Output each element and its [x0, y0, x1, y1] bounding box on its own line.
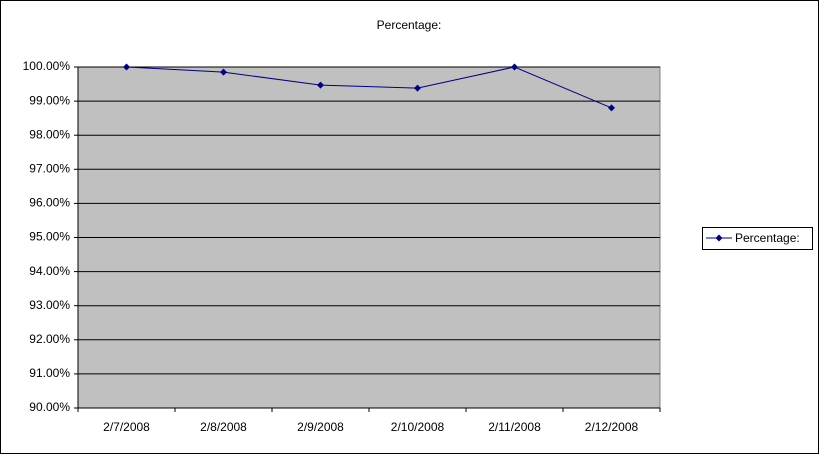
- x-tick-label: 2/10/2008: [391, 420, 445, 434]
- marker: [608, 104, 615, 112]
- marker: [414, 84, 421, 92]
- series-line: [126, 66, 612, 109]
- marker: [220, 68, 227, 76]
- y-tick-label: 100.00%: [23, 59, 71, 73]
- x-tick-label: 2/11/2008: [488, 420, 541, 434]
- marker: [317, 81, 324, 89]
- y-tick-label: 95.00%: [29, 230, 70, 244]
- x-tick-label: 2/9/2008: [297, 420, 344, 434]
- y-tick-label: 91.00%: [29, 366, 70, 380]
- legend-marker: [715, 234, 723, 242]
- legend-box: [702, 227, 813, 250]
- x-tick-label: 2/7/2008: [103, 420, 150, 434]
- y-tick-label: 92.00%: [29, 332, 70, 346]
- y-tick-label: 94.00%: [29, 264, 70, 278]
- x-tick-label: 2/12/2008: [585, 420, 639, 434]
- y-tick-label: 96.00%: [29, 196, 70, 210]
- x-tick-label: 2/8/2008: [200, 420, 247, 434]
- chart-title: Percentage:: [377, 18, 442, 32]
- y-tick-label: 90.00%: [29, 400, 70, 414]
- y-tick-label: 98.00%: [29, 127, 70, 141]
- marker: [511, 63, 518, 71]
- y-tick-label: 99.00%: [29, 93, 70, 107]
- legend-label: Percentage:: [735, 231, 800, 245]
- marker: [123, 63, 130, 71]
- y-tick-label: 97.00%: [29, 161, 70, 175]
- y-tick-label: 93.00%: [29, 298, 70, 312]
